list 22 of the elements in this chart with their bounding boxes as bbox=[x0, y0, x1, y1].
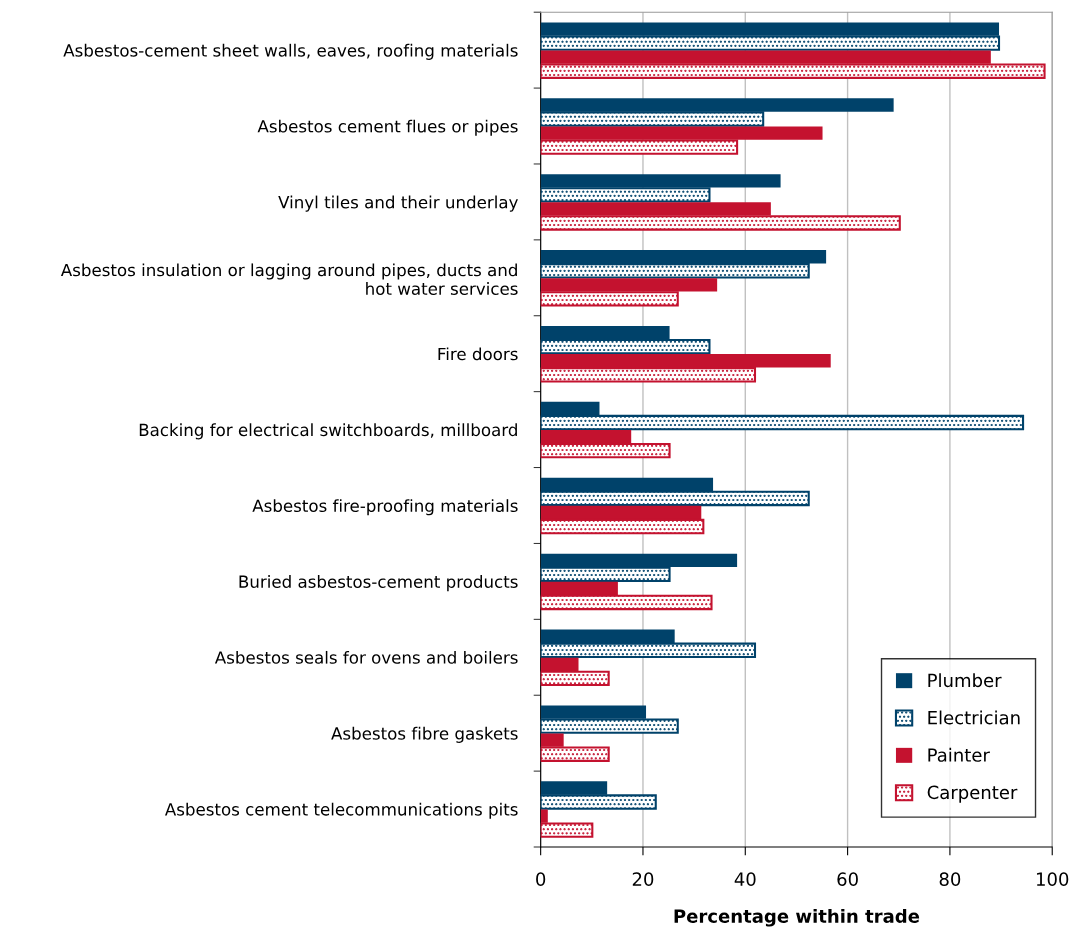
y-tick-label: Asbestos cement telecommunications pits bbox=[164, 802, 518, 819]
legend-label: Painter bbox=[928, 747, 990, 762]
x-tick-label: 60 bbox=[837, 872, 858, 886]
y-tick-label: Asbestos fire-proofing materials bbox=[252, 499, 518, 516]
x-tick-label: 100 bbox=[1036, 872, 1069, 886]
y-tick-label: Asbestos cement flues or pipes bbox=[257, 119, 518, 136]
y-tick-label: Asbestos-cement sheet walls, eaves, roofing materials bbox=[63, 43, 518, 60]
y-tick-label: Asbestos insulation or lagging around pipes, ducts and hot water services bbox=[60, 263, 518, 295]
x-tick-label: 80 bbox=[939, 872, 961, 886]
y-tick-label: Asbestos fibre gaskets bbox=[331, 726, 518, 743]
legend-label: Electrician bbox=[928, 710, 1020, 725]
x-tick-label: 40 bbox=[734, 872, 756, 886]
y-tick-label: Backing for electrical switchboards, millboard bbox=[139, 423, 517, 440]
legend-label: Plumber bbox=[928, 673, 1002, 688]
x-axis-title: Percentage within trade bbox=[674, 908, 920, 927]
y-tick-label: Vinyl tiles and their underlay bbox=[278, 195, 518, 212]
x-tick-label: 0 bbox=[536, 872, 546, 886]
legend-label: Carpenter bbox=[927, 785, 1018, 803]
x-tick-label: 20 bbox=[632, 872, 654, 886]
y-tick-label: Asbestos seals for ovens and boilers bbox=[214, 650, 518, 664]
y-tick-label: Buried asbestos-cement products bbox=[239, 575, 518, 592]
y-tick-label: Fire doors bbox=[438, 347, 518, 361]
